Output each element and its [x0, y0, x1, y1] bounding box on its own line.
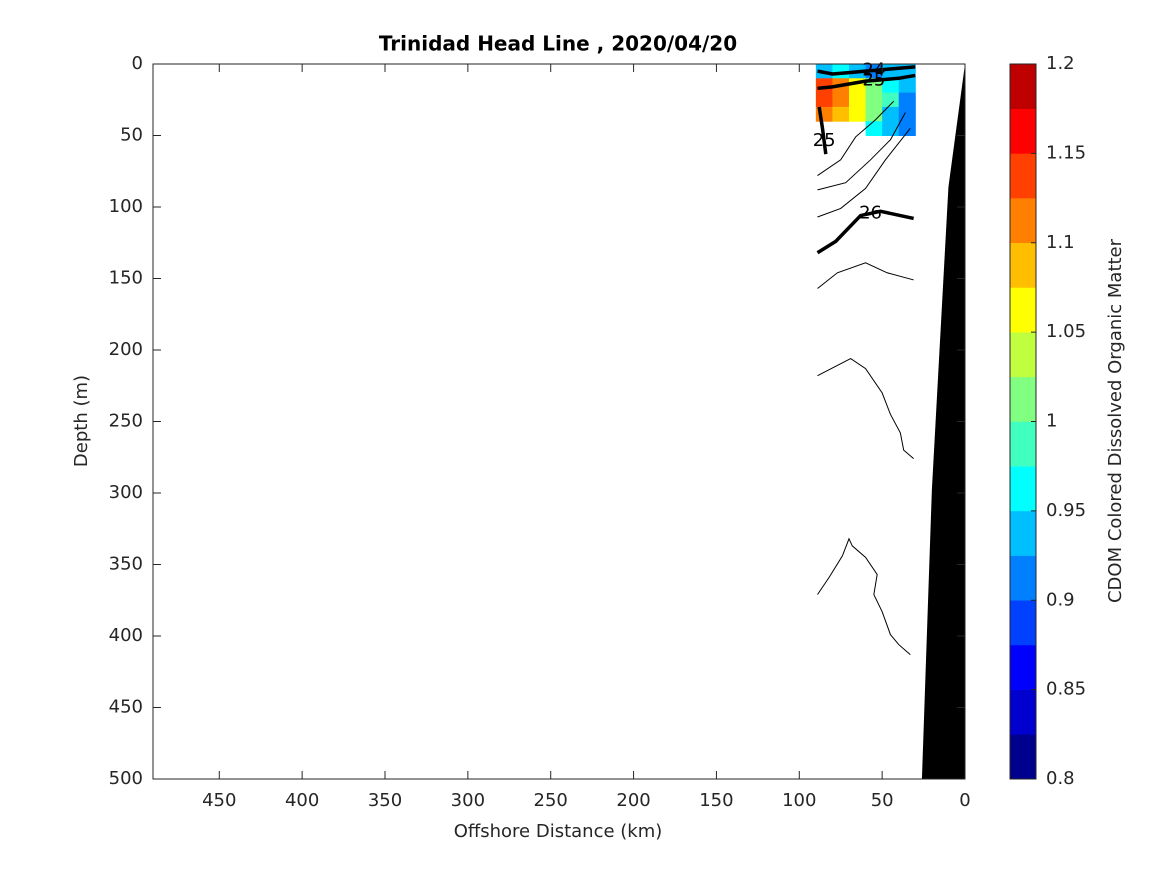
y-tick-label: 100 [109, 196, 143, 217]
colorbar-swatch [1010, 108, 1036, 154]
field-cell [832, 106, 850, 122]
colorbar-tick-label: 0.85 [1046, 679, 1086, 700]
field-cell [865, 121, 883, 136]
colorbar-swatch [1010, 734, 1036, 780]
x-tick-label: 100 [782, 790, 816, 811]
chart-title: Trinidad Head Line , 2020/04/20 [379, 32, 737, 56]
y-tick-label: 500 [109, 768, 143, 789]
contour-line [817, 100, 895, 176]
y-tick-label: 0 [132, 53, 143, 74]
field-cell [882, 78, 900, 94]
x-tick-label: 300 [451, 790, 485, 811]
field-cell [898, 106, 916, 122]
y-tick-label: 50 [120, 125, 143, 146]
colorbar-swatch [1010, 153, 1036, 199]
colorbar-swatch [1010, 466, 1036, 512]
contour-line [816, 209, 914, 255]
colorbar-swatch [1010, 421, 1036, 467]
x-tick-label: 450 [202, 790, 236, 811]
field-cell [898, 78, 916, 94]
contour-line [817, 106, 828, 155]
colorbar-tick-label: 0.95 [1046, 500, 1086, 521]
colorbar-swatch [1010, 198, 1036, 244]
colorbar-label: CDOM Colored Dissolved Organic Matter [1105, 238, 1126, 603]
colorbar-tick-label: 1.15 [1046, 142, 1086, 163]
colorbar-swatch [1010, 242, 1036, 288]
field-cell [849, 106, 867, 122]
colorbar-swatch [1010, 644, 1036, 690]
field-cell [849, 92, 867, 108]
contour-line [817, 65, 916, 76]
colorbar-swatch [1010, 64, 1036, 109]
colorbar-swatch [1010, 555, 1036, 601]
y-tick-label: 450 [109, 697, 143, 718]
x-tick-label: 150 [699, 790, 733, 811]
colorbar-swatch [1010, 689, 1036, 735]
contour-line [817, 73, 916, 91]
colorbar-tick-label: 1.05 [1046, 321, 1086, 342]
x-tick-label: 0 [959, 790, 970, 811]
contour-line [817, 537, 911, 655]
field-cell [882, 92, 900, 108]
y-tick-label: 400 [109, 625, 143, 646]
contour-line [817, 357, 914, 460]
x-tick-label: 50 [871, 790, 894, 811]
x-tick-label: 200 [616, 790, 650, 811]
colorbar-swatch [1010, 332, 1036, 378]
colorbar-tick-label: 1 [1046, 411, 1057, 432]
colorbar-swatch [1010, 600, 1036, 646]
y-tick-label: 200 [109, 339, 143, 360]
field-cell [865, 106, 883, 122]
x-tick-label: 400 [285, 790, 319, 811]
x-tick-label: 250 [534, 790, 568, 811]
contour-label: 26 [859, 202, 882, 223]
y-tick-label: 150 [109, 268, 143, 289]
colorbar-swatch [1010, 376, 1036, 422]
colorbar-tick-label: 0.8 [1046, 768, 1075, 789]
colorbar-tick-label: 1.2 [1046, 53, 1075, 74]
plot-frame [152, 63, 966, 780]
contour-line [817, 262, 914, 289]
y-tick-label: 350 [109, 554, 143, 575]
y-tick-label: 250 [109, 411, 143, 432]
field-cell [898, 121, 916, 136]
colorbar-tick-label: 1.1 [1046, 232, 1075, 253]
colorbar-swatch [1010, 287, 1036, 333]
contour-label: 24 [862, 59, 885, 80]
contour-label: 25 [862, 69, 885, 90]
colorbar-tick-label: 0.9 [1046, 589, 1075, 610]
field-cell [865, 92, 883, 108]
contour-label: 25 [813, 130, 836, 151]
y-axis-label: Depth (m) [71, 375, 92, 467]
field-cell [832, 92, 850, 108]
x-axis-label: Offshore Distance (km) [454, 821, 663, 842]
field-cell [815, 92, 833, 108]
contour-line [817, 128, 911, 218]
field-cell [898, 92, 916, 108]
x-tick-label: 350 [368, 790, 402, 811]
contour-line [817, 112, 906, 191]
y-tick-label: 300 [109, 482, 143, 503]
colorbar-swatch [1010, 510, 1036, 556]
field-cell [882, 106, 900, 122]
seafloor [921, 64, 965, 779]
